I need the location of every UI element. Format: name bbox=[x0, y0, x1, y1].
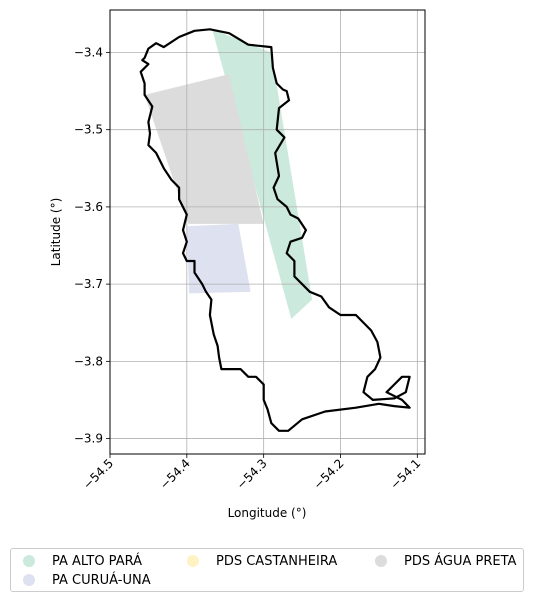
legend-label: PDS ÁGUA PRETA bbox=[404, 553, 517, 569]
legend-label: PDS CASTANHEIRA bbox=[216, 553, 338, 569]
region-pds-agua-preta bbox=[144, 74, 264, 224]
legend-marker-icon bbox=[23, 555, 35, 567]
region-pa-curua-una bbox=[186, 223, 251, 294]
x-axis-ticks: −54.5 −54.4 −54.3 −54.2 −54.1 bbox=[80, 454, 423, 492]
y-tick-label: −3.7 bbox=[74, 277, 103, 291]
y-tick-label: −3.9 bbox=[74, 432, 103, 446]
y-tick-label: −3.4 bbox=[74, 45, 103, 59]
x-tick-label: −54.4 bbox=[157, 456, 193, 492]
legend-label: PA ALTO PARÁ bbox=[52, 553, 142, 569]
legend-label: PA CURUÁ-UNA bbox=[52, 572, 151, 588]
legend-item-pa-alto-para: PA ALTO PARÁ bbox=[23, 551, 142, 571]
y-axis-label: Latitude (°) bbox=[49, 198, 63, 267]
boundary-layer bbox=[139, 28, 411, 432]
legend-item-pa-curua-una: PA CURUÁ-UNA bbox=[23, 570, 151, 590]
regions-layer bbox=[144, 29, 313, 319]
area-boundary bbox=[139, 28, 411, 432]
region-pa-alto-para bbox=[212, 29, 313, 319]
legend: PA ALTO PARÁ PDS CASTANHEIRA PDS ÁGUA PR… bbox=[10, 548, 524, 592]
legend-marker-icon bbox=[375, 555, 387, 567]
y-tick-label: −3.5 bbox=[74, 123, 103, 137]
y-axis-ticks: −3.4 −3.5 −3.6 −3.7 −3.8 −3.9 bbox=[74, 45, 110, 446]
x-tick-label: −54.5 bbox=[80, 456, 116, 492]
y-tick-label: −3.6 bbox=[74, 200, 103, 214]
x-tick-label: −54.2 bbox=[311, 456, 347, 492]
legend-marker-icon bbox=[23, 574, 35, 586]
x-tick-label: −54.3 bbox=[234, 456, 270, 492]
y-tick-label: −3.8 bbox=[74, 354, 103, 368]
legend-item-pds-castanheira: PDS CASTANHEIRA bbox=[187, 551, 337, 571]
legend-marker-icon bbox=[187, 555, 199, 567]
plot-frame bbox=[109, 9, 426, 455]
grid-layer bbox=[109, 10, 425, 454]
legend-item-pds-agua-preta: PDS ÁGUA PRETA bbox=[375, 551, 516, 571]
x-tick-label: −54.1 bbox=[388, 456, 424, 492]
x-axis-label: Longitude (°) bbox=[228, 506, 307, 520]
